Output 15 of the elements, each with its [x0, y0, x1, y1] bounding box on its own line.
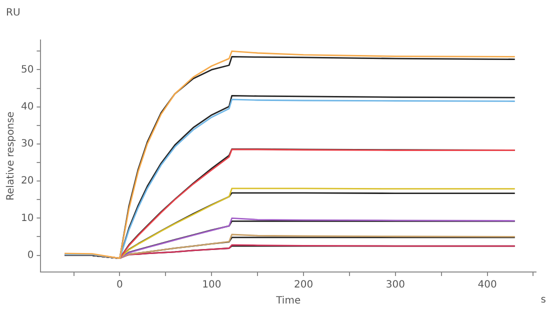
x-axis-title: Time — [275, 296, 301, 307]
y-axis-title: Relative response — [6, 112, 17, 200]
text: RU — [6, 8, 20, 19]
y-tick-label: 50 — [20, 64, 34, 76]
y-tick-label: 10 — [20, 212, 34, 224]
y-tick-label: 40 — [20, 101, 34, 112]
x-tick-label: 100 — [202, 280, 222, 291]
text: s — [540, 294, 546, 306]
y-tick-label: 0 — [27, 250, 34, 261]
x-tick-label: 300 — [386, 280, 405, 291]
y-tick-label: 30 — [20, 138, 34, 150]
y-tick-label: 20 — [20, 176, 34, 187]
x-tick-label: 0 — [116, 280, 123, 291]
x-tick-label: 200 — [294, 280, 314, 291]
x-tick-label: 400 — [478, 280, 497, 291]
